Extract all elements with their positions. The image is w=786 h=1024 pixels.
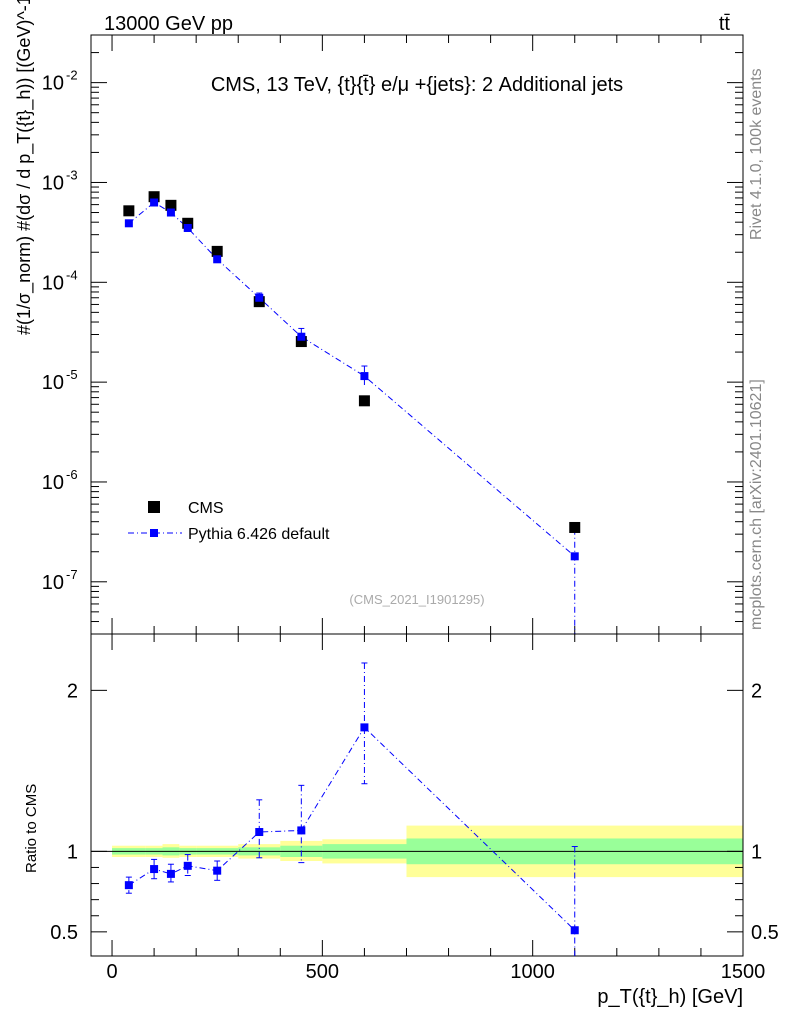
ratio-panel: 0.5 0.5 1 1 2 2 0 500 1000 1500 Ratio to CMS p_T(… bbox=[23, 633, 779, 1008]
ratio-pythia-point bbox=[124, 881, 133, 890]
pythia-point bbox=[213, 255, 222, 264]
main-panel: 10-210-310-410-510-610-7 CMS, 13 TeV, {t… bbox=[14, 0, 744, 635]
ratio-axis-ticks: 0.5 0.5 1 1 2 2 0 500 1000 1500 bbox=[50, 634, 779, 983]
analysis-watermark: (CMS_2021_I1901295) bbox=[349, 592, 484, 607]
legend-pythia-marker bbox=[150, 529, 158, 537]
pythia-point bbox=[360, 372, 369, 381]
y-tick-label-exponent: -5 bbox=[66, 367, 78, 382]
cms-point bbox=[182, 217, 194, 229]
ratio-pythia-point bbox=[570, 926, 579, 935]
ratio-y-tick-label-left: 0.5 bbox=[50, 922, 78, 944]
legend-cms-marker bbox=[148, 501, 160, 513]
cms-point bbox=[148, 191, 160, 203]
pythia-point bbox=[150, 198, 159, 207]
y-tick-label-exponent: -4 bbox=[66, 267, 78, 282]
ratio-pythia-point bbox=[150, 865, 159, 874]
pythia-point bbox=[255, 293, 264, 302]
ratio-pythia-point bbox=[297, 826, 306, 835]
main-data-layer bbox=[123, 191, 581, 634]
header-energy-label: 13000 GeV pp bbox=[104, 13, 233, 35]
ratio-panel-frame bbox=[90, 633, 744, 957]
main-y-axis-label: #(1/σ_norm) #(dσ / d p_T({t}_h)) [(GeV)^… bbox=[14, 0, 35, 335]
cms-point bbox=[569, 521, 581, 533]
cms-point bbox=[211, 245, 223, 257]
ratio-y-tick-label-left: 2 bbox=[67, 680, 78, 702]
rivet-version-label: Rivet 4.1.0, 100k events bbox=[748, 68, 765, 240]
x-tick-label: 0 bbox=[106, 961, 117, 983]
ratio-y-tick-label-left: 1 bbox=[67, 841, 78, 863]
ratio-y-tick-label-right: 1 bbox=[751, 841, 762, 863]
cms-point bbox=[165, 199, 177, 211]
ratio-y-tick-label-right: 2 bbox=[751, 680, 762, 702]
x-axis-label: p_T({t}_h) [GeV] bbox=[597, 986, 743, 1008]
y-tick-label-exponent: -6 bbox=[66, 467, 78, 482]
main-axis-ticks: 10-210-310-410-510-610-7 bbox=[42, 34, 744, 635]
y-tick-label: 10 bbox=[42, 572, 64, 594]
y-tick-label-exponent: -3 bbox=[66, 167, 78, 182]
ratio-pythia-point bbox=[360, 723, 369, 732]
pythia-point bbox=[183, 223, 192, 232]
pythia-point bbox=[570, 552, 579, 561]
cms-point bbox=[358, 395, 370, 407]
y-tick-label: 10 bbox=[42, 372, 64, 394]
main-panel-frame bbox=[90, 34, 744, 635]
y-tick-label: 10 bbox=[42, 73, 64, 95]
ratio-y-axis-label: Ratio to CMS bbox=[23, 784, 40, 873]
x-tick-label: 500 bbox=[306, 961, 339, 983]
y-tick-label: 10 bbox=[42, 172, 64, 194]
pythia-point bbox=[297, 332, 306, 341]
ratio-data-layer bbox=[124, 662, 579, 956]
legend-cms-label: CMS bbox=[188, 500, 224, 517]
ratio-pythia-point bbox=[213, 866, 222, 875]
header-process-label: tt̄ bbox=[719, 13, 731, 35]
x-tick-label: 1000 bbox=[510, 961, 555, 983]
mcplots-site-label: mcplots.cern.ch [arXiv:2401.10621] bbox=[748, 379, 765, 630]
ratio-pythia-point bbox=[255, 828, 264, 837]
ratio-y-tick-label-right: 0.5 bbox=[751, 922, 779, 944]
x-tick-label: 1500 bbox=[721, 961, 766, 983]
cms-point bbox=[295, 336, 307, 348]
cms-point bbox=[123, 205, 135, 217]
main-title: CMS, 13 TeV, {t}{t̄} e/μ +{jets}: 2 Addi… bbox=[211, 74, 623, 96]
y-tick-label-exponent: -2 bbox=[66, 68, 78, 83]
pythia-point bbox=[124, 219, 133, 228]
y-tick-label-exponent: -7 bbox=[66, 567, 78, 582]
pythia-point bbox=[166, 208, 175, 217]
y-tick-label: 10 bbox=[42, 472, 64, 494]
ratio-pythia-point bbox=[183, 861, 192, 870]
y-tick-label: 10 bbox=[42, 272, 64, 294]
legend: CMS Pythia 6.426 default bbox=[128, 500, 330, 543]
legend-pythia-label: Pythia 6.426 default bbox=[188, 526, 330, 543]
ratio-pythia-point bbox=[166, 869, 175, 878]
